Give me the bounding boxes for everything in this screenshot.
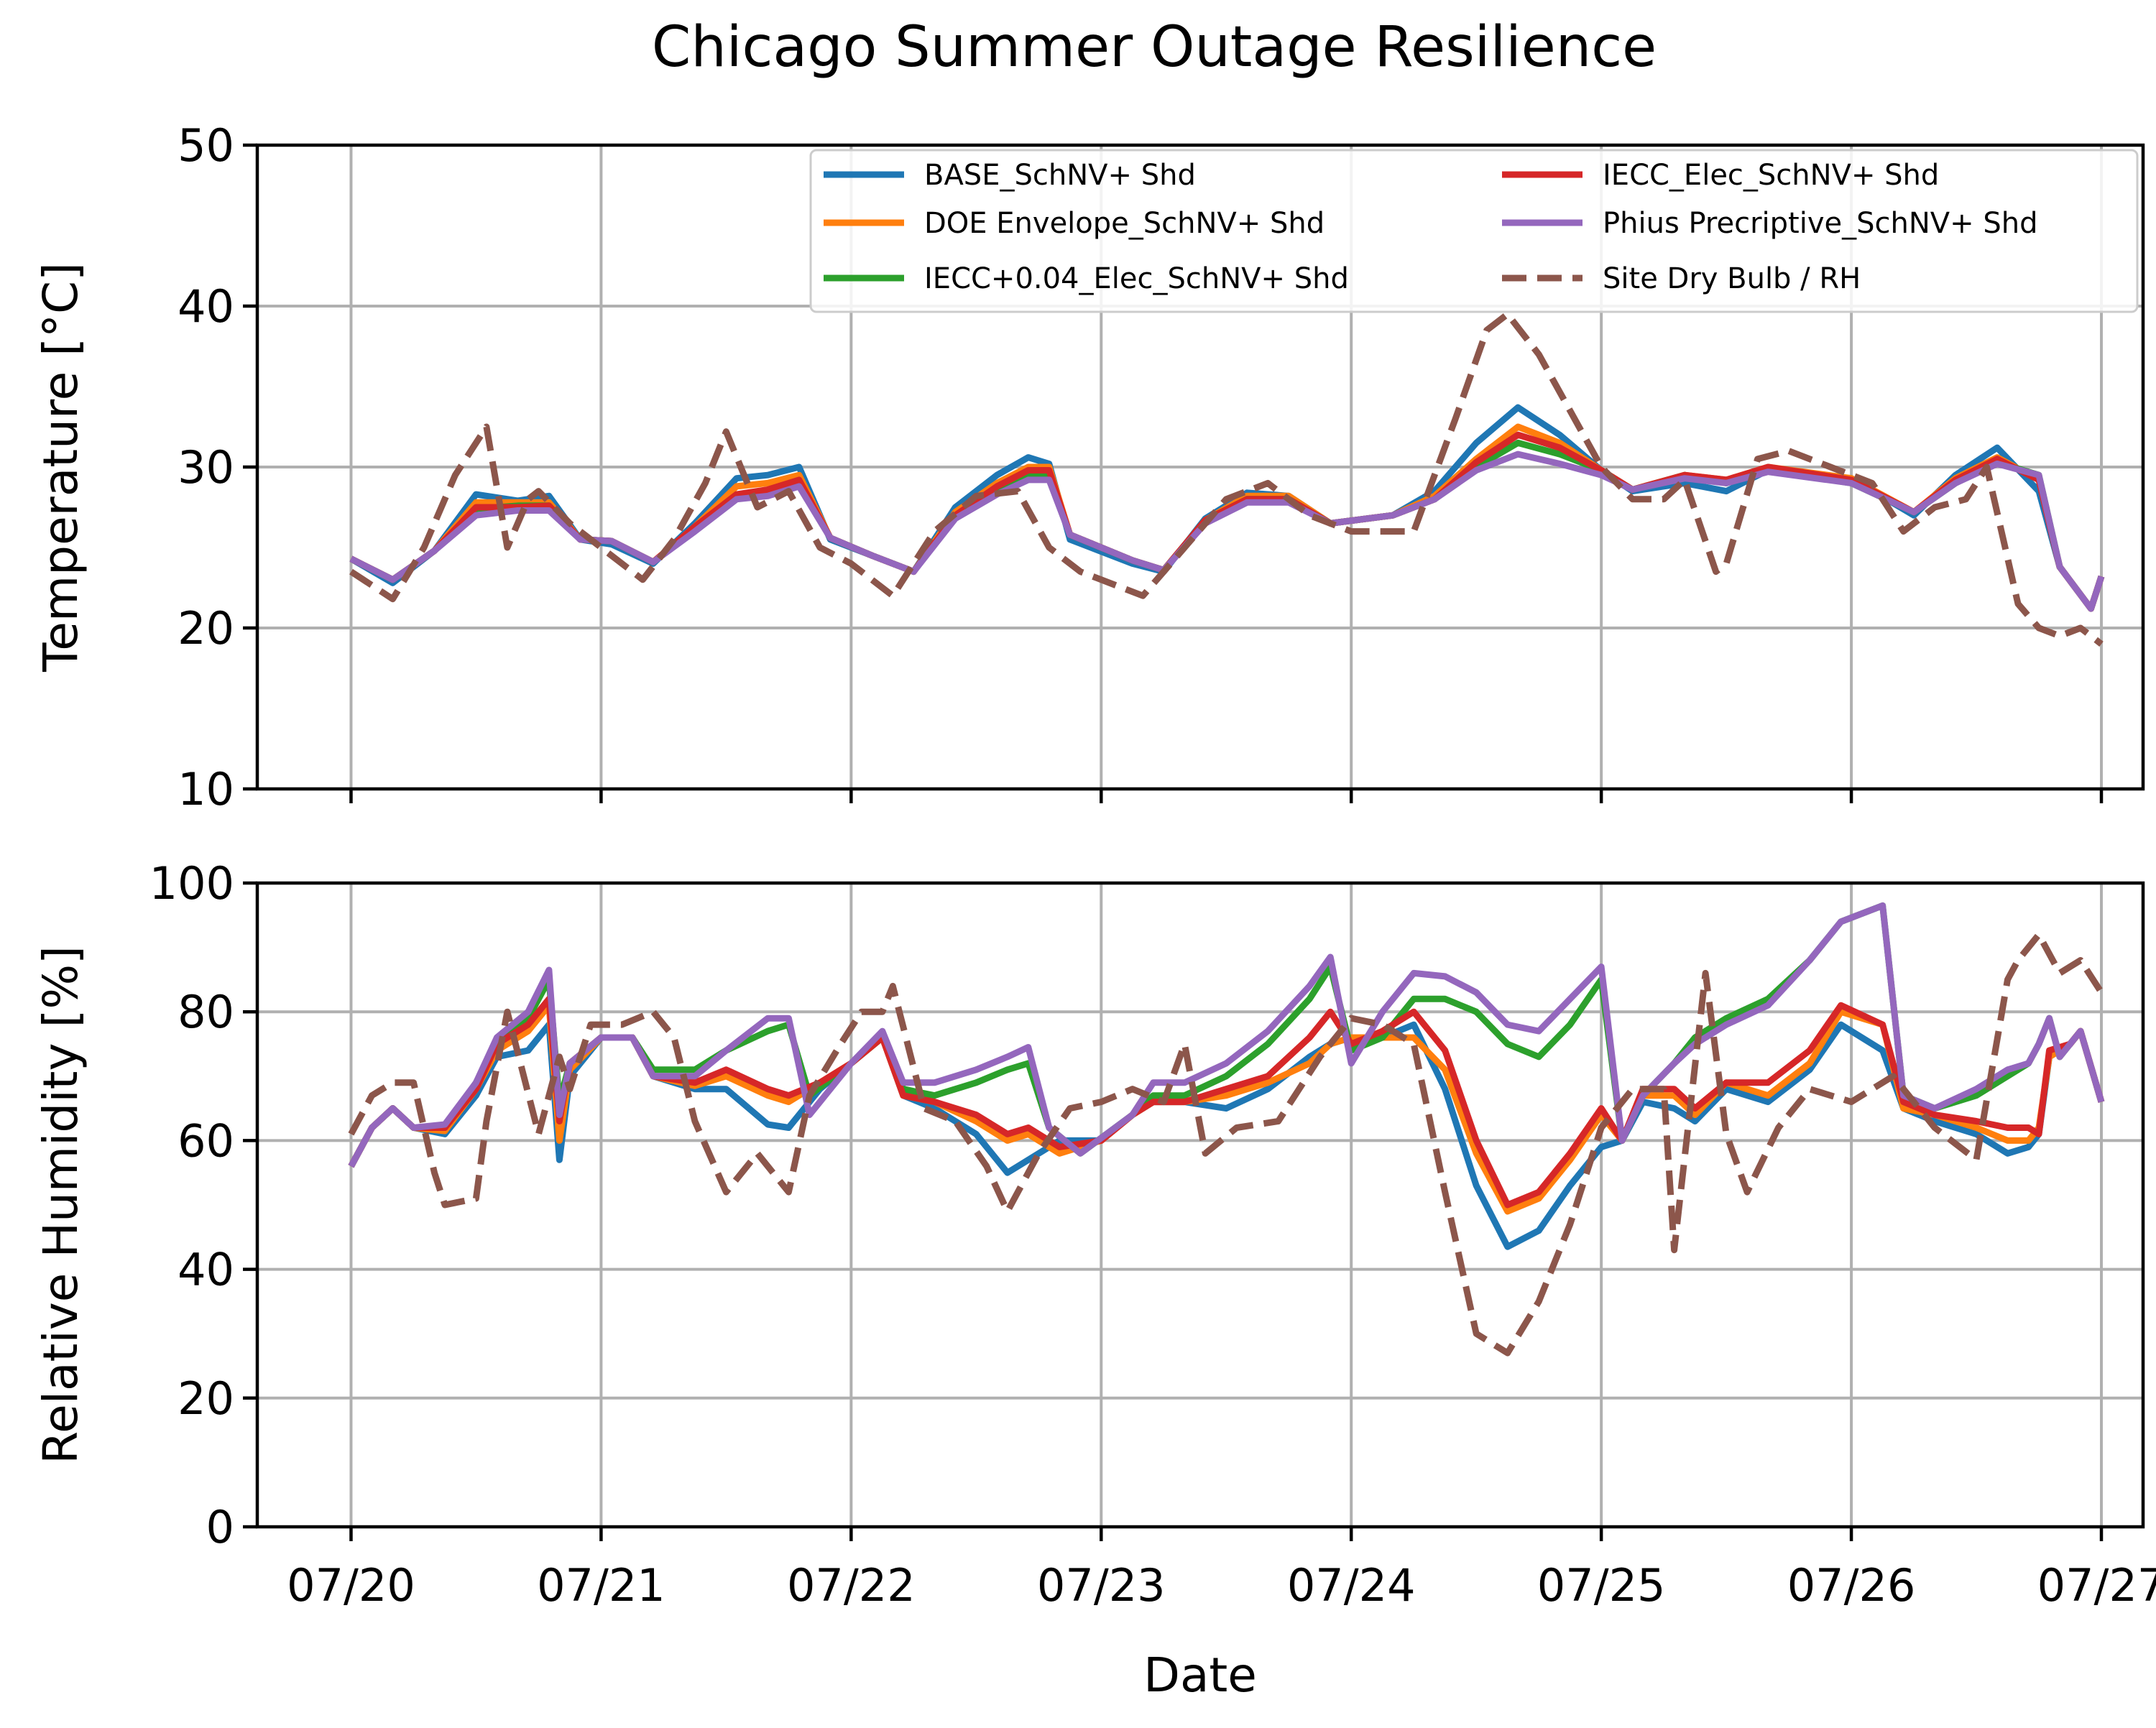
humidity-y-ticks: 0 20 40 60 80 100 — [149, 857, 257, 1553]
series-line-iecc-elec-schnv-shd — [349, 431, 2105, 612]
temperature-y-ticks: 10 20 30 40 50 — [178, 119, 257, 816]
series-line-base-schnv-shd — [348, 1021, 2105, 1250]
legend-label: IECC_Elec_SchNV+ Shd — [1603, 159, 1939, 192]
legend-item: IECC_Elec_SchNV+ Shd — [1502, 159, 1939, 192]
legend-label: Phius Precriptive_SchNV+ Shd — [1603, 207, 2038, 240]
x-tick-label: 07/24 — [1287, 1559, 1416, 1612]
x-tick-label: 07/26 — [1787, 1559, 1916, 1612]
y-tick-label: 40 — [178, 1244, 234, 1296]
temperature-series — [349, 310, 2105, 647]
y-tick-label: 0 — [206, 1501, 234, 1553]
humidity-y-axis-label: Relative Humidity [%] — [33, 946, 88, 1464]
legend-label: BASE_SchNV+ Shd — [924, 159, 1196, 192]
chart-title: Chicago Summer Outage Resilience — [652, 15, 1657, 80]
y-tick-label: 40 — [178, 280, 234, 333]
x-tick-label: 07/27 — [2037, 1559, 2156, 1612]
legend-item: BASE_SchNV+ Shd — [824, 159, 1196, 192]
series-line-site-dry-bulb-rh — [349, 310, 2104, 647]
legend-label: DOE Envelope_SchNV+ Shd — [924, 207, 1325, 240]
x-tick-label: 07/20 — [287, 1559, 415, 1612]
y-tick-label: 10 — [178, 763, 234, 816]
x-tick-label: 07/21 — [537, 1559, 665, 1612]
y-tick-label: 80 — [178, 986, 234, 1038]
temperature-x-ticks — [349, 789, 2104, 803]
y-tick-label: 100 — [149, 857, 234, 910]
legend-item: IECC+0.04_Elec_SchNV+ Shd — [824, 262, 1349, 295]
series-line-phius-precriptive-schnv-shd — [348, 902, 2105, 1168]
humidity-series — [348, 902, 2105, 1357]
legend-label: IECC+0.04_Elec_SchNV+ Shd — [924, 262, 1349, 295]
humidity-x-ticks: 07/20 07/21 07/22 07/23 07/24 07/25 07/26 07/27 — [287, 1527, 2156, 1612]
series-line-site-dry-bulb-rh — [348, 931, 2104, 1357]
y-tick-label: 30 — [178, 441, 234, 494]
y-tick-label: 20 — [178, 1372, 234, 1425]
temperature-y-axis-label: Temperature [°C] — [33, 262, 88, 673]
y-tick-label: 50 — [178, 119, 234, 172]
x-axis-label: Date — [1143, 1648, 1257, 1703]
temperature-panel: 10 20 30 40 50 Temperature [°C] BASE_SchNV+ Sh… — [33, 119, 2145, 816]
x-tick-label: 07/25 — [1537, 1559, 1666, 1612]
humidity-axes-frame — [255, 881, 2145, 1529]
y-tick-label: 60 — [178, 1114, 234, 1167]
y-tick-label: 20 — [178, 602, 234, 655]
legend-item: Site Dry Bulb / RH — [1502, 262, 1861, 295]
humidity-grid — [257, 882, 2143, 1528]
legend-item: DOE Envelope_SchNV+ Shd — [824, 207, 1325, 240]
legend-frame — [809, 149, 2139, 313]
legend-item: Phius Precriptive_SchNV+ Shd — [1502, 207, 2038, 240]
x-tick-label: 07/23 — [1037, 1559, 1166, 1612]
legend-label: Site Dry Bulb / RH — [1603, 262, 1861, 295]
series-line-doe-envelope-schnv-shd — [349, 423, 2105, 612]
x-tick-label: 07/22 — [787, 1559, 916, 1612]
legend: BASE_SchNV+ Shd DOE Envelope_SchNV+ Shd IE… — [809, 149, 2139, 313]
